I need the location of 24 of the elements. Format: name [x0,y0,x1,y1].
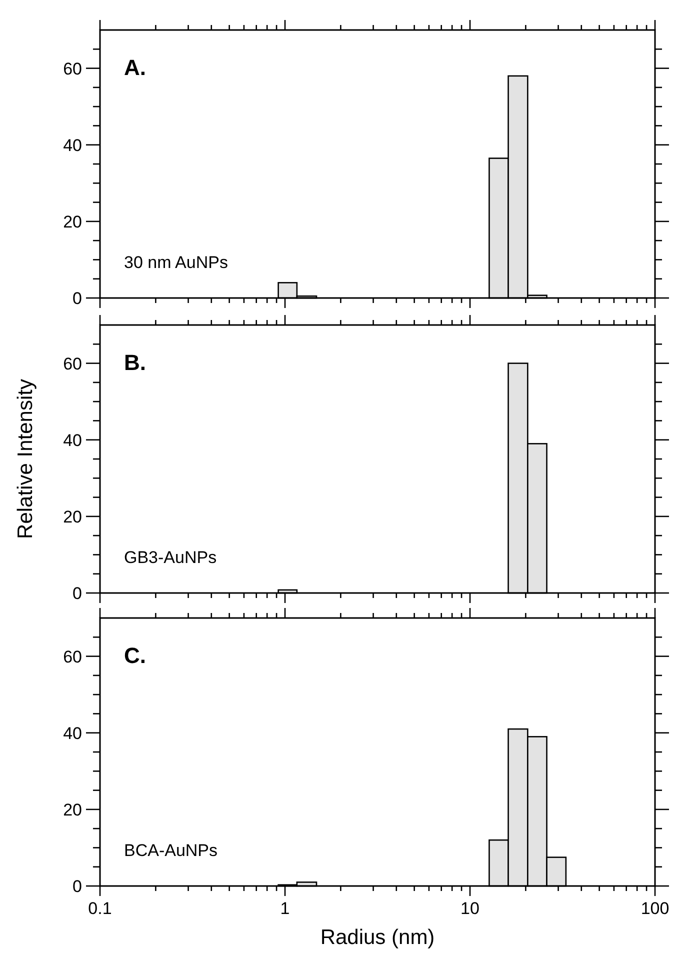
y-axis-title: Relative Intensity [14,378,37,539]
annotation: C. [124,643,146,668]
x-tick-label: 10 [460,899,480,918]
y-tick-label: 0 [72,877,82,896]
y-tick-label: 20 [63,212,82,232]
y-tick-label: 0 [72,584,82,603]
annotation: A. [124,55,146,80]
y-tick-label: 20 [63,800,82,820]
annotation: GB3-AuNPs [124,548,217,567]
annotation: 30 nm AuNPs [124,253,228,272]
x-axis-title: Radius (nm) [320,926,435,949]
x-tick-label: 100 [640,899,670,918]
x-tick-label: 1 [280,899,290,918]
x-tick-label: 0.1 [88,899,112,918]
y-tick-label: 40 [63,430,82,450]
annotation: B. [124,350,146,375]
y-tick-label: 0 [72,289,82,308]
y-tick-label: 60 [63,647,82,666]
y-tick-label: 40 [63,724,82,743]
annotation: BCA-AuNPs [124,841,218,860]
y-tick-label: 60 [63,354,82,374]
y-tick-label: 20 [63,507,82,526]
y-tick-label: 60 [63,59,82,78]
y-tick-label: 40 [63,136,82,155]
